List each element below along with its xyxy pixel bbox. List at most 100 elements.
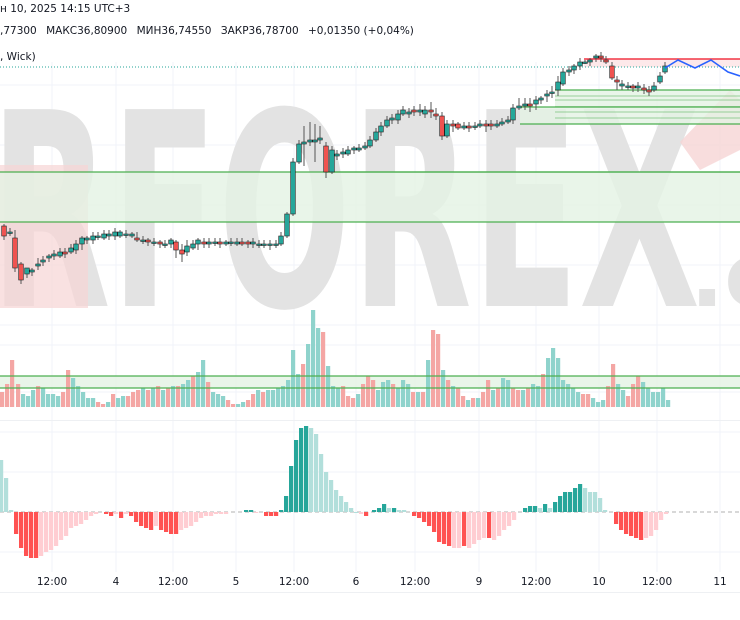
candle-down[interactable] [1,225,7,237]
candle-up[interactable] [284,213,290,237]
candle-up[interactable] [657,75,663,83]
candle-down[interactable] [603,59,609,63]
candle-up[interactable] [356,147,362,151]
candle-down[interactable] [157,241,163,245]
candle-up[interactable] [307,139,313,143]
candle-down[interactable] [217,241,223,245]
candle-up[interactable] [533,99,539,105]
candle-up[interactable] [24,267,30,275]
demand-zone[interactable] [0,172,740,222]
candle-up[interactable] [635,85,641,89]
candle-down[interactable] [488,123,494,127]
candle-up[interactable] [345,149,351,155]
candle-up[interactable] [329,149,335,173]
candle-up[interactable] [51,253,57,257]
candle-down[interactable] [450,123,456,127]
candle-up[interactable] [7,231,13,234]
candle-down[interactable] [239,241,245,245]
candle-up[interactable] [312,139,318,143]
candle-up[interactable] [351,147,357,151]
candle-up[interactable] [101,233,107,239]
candle-up[interactable] [555,81,561,91]
candle-up[interactable] [206,241,212,245]
candle-up[interactable] [195,239,201,245]
candle-up[interactable] [212,241,218,244]
candle-up[interactable] [234,241,240,245]
candle-down[interactable] [598,55,604,59]
candle-down[interactable] [428,109,434,113]
candle-up[interactable] [422,109,428,115]
candle-up[interactable] [389,117,395,121]
candle-up[interactable] [117,231,123,237]
candle-up[interactable] [340,151,346,155]
candle-down[interactable] [614,79,620,83]
candle-up[interactable] [400,109,406,115]
candle-up[interactable] [46,255,52,259]
candle-up[interactable] [499,121,505,125]
candle-up[interactable] [516,105,522,109]
candle-up[interactable] [625,85,631,88]
candle-up[interactable] [651,85,657,91]
candle-up[interactable] [162,243,168,246]
candle-up[interactable] [395,113,401,121]
candle-down[interactable] [630,85,636,89]
candle-up[interactable] [378,125,384,133]
candle-up[interactable] [73,243,79,251]
candle-down[interactable] [145,239,151,243]
candle-up[interactable] [90,235,96,241]
candle-up[interactable] [560,71,566,85]
candle-down[interactable] [411,109,417,113]
candle-up[interactable] [79,237,85,245]
indicator-legend[interactable]: , Wick) [0,51,36,63]
candle-down[interactable] [201,241,207,245]
candle-up[interactable] [106,233,112,237]
resistance-zone[interactable] [584,59,740,67]
candle-up[interactable] [151,241,157,244]
candle-up[interactable] [582,61,588,64]
candle-up[interactable] [256,243,262,246]
candle-up[interactable] [619,83,625,87]
candle-up[interactable] [250,241,256,245]
candle-up[interactable] [123,233,129,236]
candle-up[interactable] [95,235,101,238]
candle-up[interactable] [184,245,190,253]
candle-down[interactable] [179,249,185,255]
candle-up[interactable] [84,237,90,241]
candle-up[interactable] [538,97,544,101]
candle-up[interactable] [168,239,174,245]
candle-down[interactable] [245,241,251,245]
candle-down[interactable] [641,87,647,91]
candle-up[interactable] [68,247,74,253]
candle-down[interactable] [609,65,615,79]
candle-up[interactable] [510,107,516,121]
candle-down[interactable] [323,145,329,173]
candle-up[interactable] [587,59,593,63]
candle-up[interactable] [549,91,555,94]
candle-down[interactable] [527,103,533,107]
candle-up[interactable] [190,243,196,249]
candle-up[interactable] [112,231,118,237]
x-axis[interactable]: 12:00 4 12:00 5 12:00 6 12:00 9 12:00 10 12:00 11 [0,572,740,592]
candle-down[interactable] [18,263,24,281]
candle-down[interactable] [483,123,489,127]
pane-divider-volume[interactable] [0,420,740,421]
candle-up[interactable] [406,111,412,115]
candle-up[interactable] [57,251,63,257]
candle-down[interactable] [433,113,439,117]
candle-up[interactable] [566,69,572,73]
candle-up[interactable] [477,123,483,127]
candle-up[interactable] [362,145,368,149]
candle-up[interactable] [494,123,500,127]
candle-up[interactable] [278,235,284,245]
candle-up[interactable] [444,123,450,137]
candle-up[interactable] [228,241,234,244]
demand-zone[interactable] [555,90,740,107]
candle-up[interactable] [384,119,390,127]
candle-up[interactable] [40,259,46,263]
candle-down[interactable] [646,89,652,93]
candle-up[interactable] [29,269,35,273]
candle-up[interactable] [261,243,267,246]
candle-down[interactable] [455,123,461,129]
